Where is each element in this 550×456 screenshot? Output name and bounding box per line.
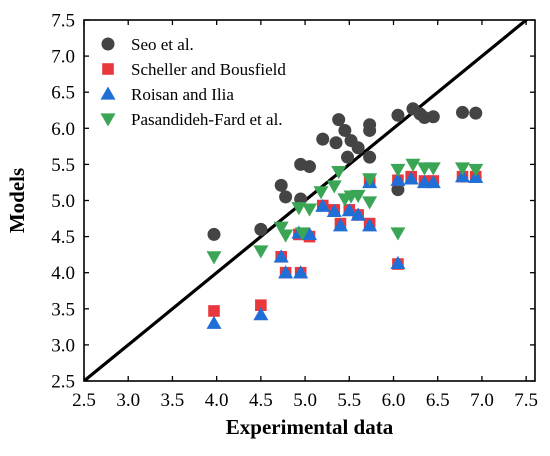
data-point (326, 203, 342, 217)
legend-label: Seo et al. (131, 35, 194, 54)
legend-marker (101, 37, 115, 51)
y-tick-label: 4.0 (51, 263, 75, 284)
data-point (341, 203, 357, 217)
data-point (316, 132, 330, 146)
y-axis-title: Models (5, 168, 29, 233)
data-point (363, 150, 377, 164)
data-point (425, 162, 441, 176)
data-point (278, 229, 294, 243)
data-point (273, 221, 289, 235)
data-point (390, 163, 406, 177)
series-0 (207, 102, 483, 241)
x-tick-label: 6.5 (426, 390, 450, 411)
data-point (390, 227, 406, 241)
data-point (313, 186, 329, 200)
data-point (341, 150, 355, 164)
x-tick-label: 7.0 (470, 390, 494, 411)
data-point (329, 136, 343, 150)
data-point (279, 190, 293, 204)
data-point (425, 174, 441, 189)
x-tick-label: 5.5 (337, 390, 361, 411)
data-point (315, 198, 331, 212)
x-tick-label: 6.0 (382, 390, 406, 411)
data-point (302, 226, 317, 241)
data-point (350, 189, 366, 203)
data-point (254, 222, 268, 236)
data-point (468, 163, 484, 177)
x-tick-label: 2.5 (72, 390, 96, 411)
data-point (331, 165, 347, 180)
x-tick-label: 7.5 (514, 390, 538, 411)
data-point (363, 123, 377, 137)
x-axis: 2.5 3.0 3.5 4.0 4.5 5.0 5.5 6.0 6.5 7.0 7.5 (72, 20, 538, 411)
data-point (291, 202, 307, 216)
data-point (469, 106, 483, 120)
data-point (391, 108, 405, 122)
data-point (362, 173, 378, 187)
legend-marker (102, 63, 114, 75)
data-point (362, 218, 378, 232)
data-point (338, 123, 352, 137)
data-point (253, 307, 269, 321)
data-point (293, 265, 309, 279)
data-point (350, 207, 366, 221)
data-point (274, 178, 288, 192)
data-point (303, 160, 316, 174)
data-point (403, 171, 419, 185)
y-tick-label: 3.0 (51, 335, 75, 356)
y-tick-label: 5.5 (51, 155, 75, 176)
x-tick-label: 3.0 (116, 390, 140, 411)
data-point (278, 265, 294, 279)
y-tick-label: 3.5 (51, 299, 75, 320)
data-point (454, 169, 470, 183)
data-point (206, 251, 222, 265)
legend-marker (100, 86, 116, 100)
y-tick-label: 6.5 (51, 83, 75, 104)
data-point (208, 305, 220, 317)
y-tick-label: 7.5 (51, 11, 75, 32)
data-point (206, 315, 222, 329)
x-tick-label: 4.0 (205, 390, 229, 411)
data-point (255, 299, 267, 311)
data-point (302, 203, 317, 217)
legend: Seo et al. Scheller and Bousfield Roisan a… (100, 35, 286, 129)
data-point (332, 218, 348, 232)
x-tick-label: 4.5 (249, 390, 273, 411)
data-point (390, 172, 406, 186)
data-point (351, 141, 365, 155)
data-point (390, 255, 406, 269)
data-point (273, 249, 289, 263)
legend-label: Pasandideh-Fard et al. (131, 110, 283, 129)
data-point (253, 245, 269, 259)
data-point (207, 227, 221, 241)
legend-label: Scheller and Bousfield (131, 60, 286, 79)
legend-label: Roisan and Ilia (131, 85, 234, 104)
y-tick-label: 4.5 (51, 227, 75, 248)
data-point (362, 196, 378, 210)
y-tick-label: 6.0 (51, 119, 75, 140)
data-point (326, 180, 342, 194)
x-tick-label: 5.0 (293, 390, 317, 411)
x-tick-label: 3.5 (161, 390, 185, 411)
y-axis: 2.5 3.0 3.5 4.0 4.5 5.0 5.5 6.0 6.5 7.0 7.5 (51, 11, 535, 393)
data-point (454, 162, 470, 176)
data-point (332, 113, 346, 127)
series-2 (206, 169, 484, 329)
data-point (391, 183, 405, 197)
data-point (294, 227, 310, 241)
legend-marker (100, 113, 116, 127)
data-point (455, 105, 469, 119)
y-tick-label: 2.5 (51, 372, 75, 393)
data-point (426, 110, 440, 124)
x-axis-title: Experimental data (226, 415, 394, 439)
reference-line (84, 20, 529, 381)
y-tick-label: 7.0 (51, 47, 75, 68)
series-3 (206, 158, 484, 265)
data-point (405, 158, 421, 172)
y-tick-label: 5.0 (51, 191, 75, 212)
